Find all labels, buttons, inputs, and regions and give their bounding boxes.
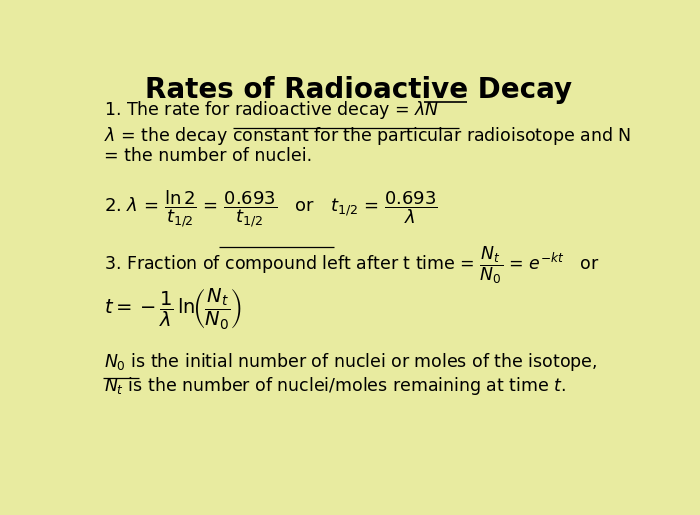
Text: 2. $\lambda$ = $\dfrac{\ln 2}{t_{1/2}}$ = $\dfrac{0.693}{t_{1/2}}$   or   $t_{1/: 2. $\lambda$ = $\dfrac{\ln 2}{t_{1/2}}$ … — [104, 188, 438, 230]
Text: $t = -\dfrac{1}{\lambda}\,\mathrm{ln}\!\left(\dfrac{N_t}{N_0}\right)$: $t = -\dfrac{1}{\lambda}\,\mathrm{ln}\!\… — [104, 286, 241, 331]
Text: $N_0$ is the initial number of nuclei or moles of the isotope,: $N_0$ is the initial number of nuclei or… — [104, 351, 597, 373]
Text: $N_t$ is the number of nuclei/moles remaining at time $t$.: $N_t$ is the number of nuclei/moles rema… — [104, 375, 566, 397]
Text: = the number of nuclei.: = the number of nuclei. — [104, 147, 312, 165]
Text: 3. Fraction of compound left after t time = $\dfrac{N_t}{N_0}$ = $e^{-kt}$   or: 3. Fraction of compound left after t tim… — [104, 244, 599, 286]
Text: Rates of Radioactive Decay: Rates of Radioactive Decay — [145, 76, 573, 104]
Text: 1. The rate for radioactive decay = $\lambda N$: 1. The rate for radioactive decay = $\la… — [104, 99, 439, 122]
Text: $\lambda$ = the decay constant for the particular radioisotope and N: $\lambda$ = the decay constant for the p… — [104, 125, 631, 147]
